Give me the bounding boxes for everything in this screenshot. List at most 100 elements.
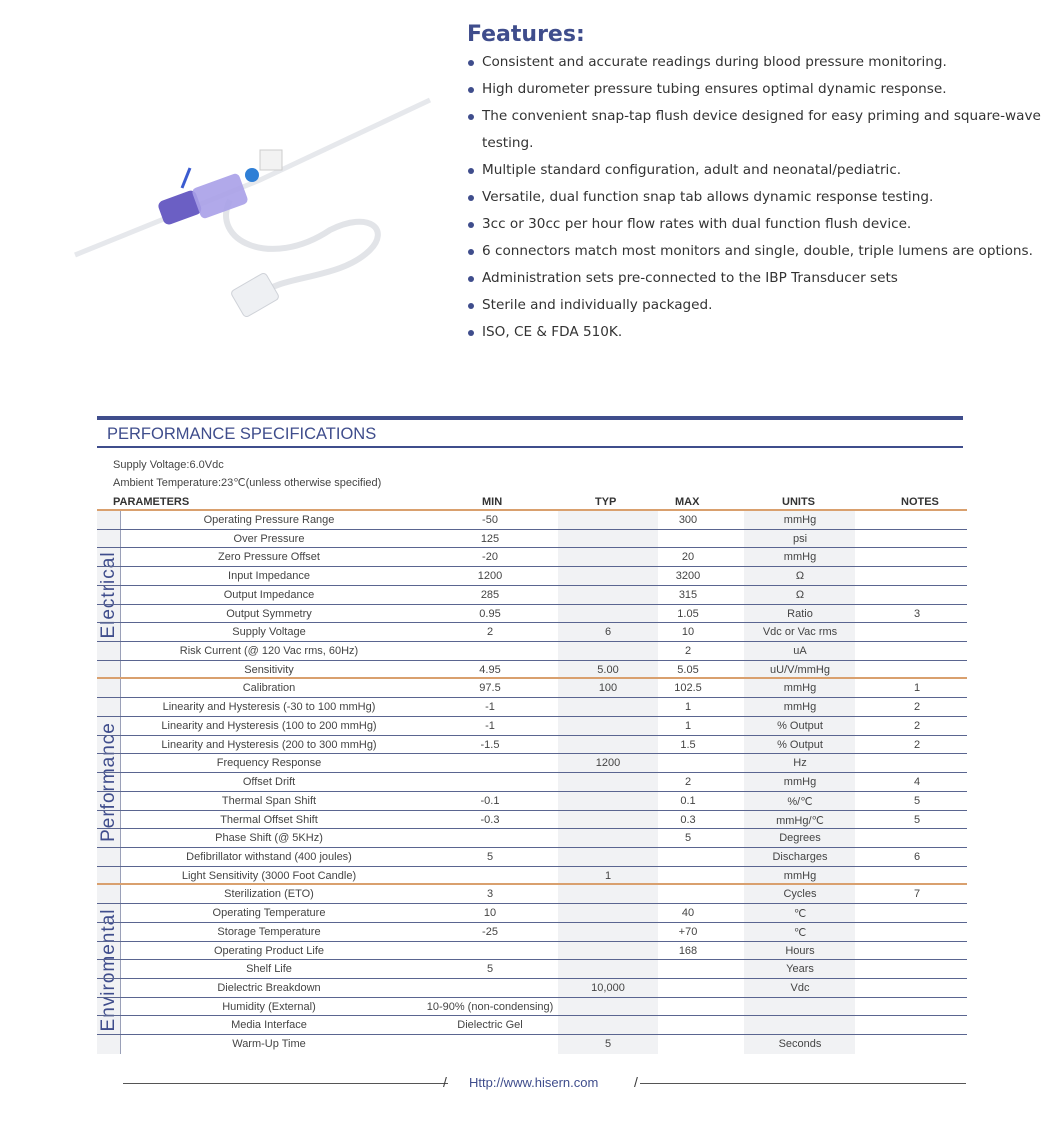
cell-units: Discharges	[772, 850, 828, 863]
cell-parameter: Input Impedance	[228, 570, 310, 583]
cell-max: 1	[684, 719, 692, 732]
cell-units: mmHg	[783, 682, 817, 695]
ibp-transducer-image	[74, 97, 432, 318]
cell-typ: 100	[598, 682, 618, 695]
table-row: Frequency Response 1200 Hz	[97, 754, 967, 774]
table-row: Linearity and Hysteresis (-30 to 100 mmH…	[97, 698, 967, 717]
cell-max: 5	[684, 832, 692, 845]
cell-min: 3	[486, 888, 494, 901]
table-row: Light Sensitivity (3000 Foot Candle) 1 mmH…	[97, 867, 967, 886]
cell-notes: 7	[913, 888, 921, 901]
cell-max: 3200	[675, 570, 701, 583]
table-row: Linearity and Hysteresis (100 to 200 mmH…	[97, 717, 967, 736]
cell-min: 4.95	[479, 663, 501, 676]
feature-item: Sterile and individually packaged.	[467, 292, 1047, 319]
feature-item: Multiple standard configuration, adult a…	[467, 157, 1047, 184]
cell-min: -1	[485, 719, 495, 732]
cell-max: +70	[678, 925, 698, 938]
category-enviromental: Enviromental	[97, 885, 121, 1054]
typ-column-shade	[558, 511, 658, 1054]
cell-max: 2	[684, 776, 692, 789]
cell-min: -1.5	[480, 738, 500, 751]
spec-title: PERFORMANCE SPECIFICATIONS	[107, 425, 377, 443]
cell-min: 285	[480, 588, 500, 601]
cell-notes: 5	[913, 794, 921, 807]
cell-parameter: Light Sensitivity (3000 Foot Candle)	[181, 869, 357, 882]
header-typ: TYP	[595, 496, 617, 508]
cell-units: Ω	[795, 588, 805, 601]
cell-min: -0.1	[480, 794, 500, 807]
cell-units: mmHg	[783, 701, 817, 714]
cell-parameter: Operating Temperature	[212, 907, 326, 920]
cell-max: 0.3	[680, 813, 696, 826]
cell-parameter: Offset Drift	[242, 776, 296, 789]
cell-min: 5	[486, 850, 494, 863]
cell-units: ℃	[793, 926, 807, 939]
cell-units: mmHg	[783, 869, 817, 882]
cell-notes: 3	[913, 607, 921, 620]
cell-parameter: Thermal Offset Shift	[220, 813, 318, 826]
website-link[interactable]: Http://www.hisern.com	[469, 1075, 599, 1090]
cell-parameter: Defibrillator withstand (400 joules)	[186, 850, 352, 863]
cell-min: 10-90% (non-condensing)	[426, 1000, 554, 1013]
cell-notes: 6	[913, 850, 921, 863]
cell-min: Dielectric Gel	[457, 1019, 523, 1032]
cell-parameter: Zero Pressure Offset	[218, 551, 320, 564]
cell-max: 5.05	[677, 663, 699, 676]
feature-item: High durometer pressure tubing ensures o…	[467, 76, 1047, 103]
features-title: Features:	[467, 22, 585, 47]
cell-notes: 5	[913, 813, 921, 826]
header-max: MAX	[675, 496, 700, 508]
cell-units: %/℃	[787, 795, 813, 808]
slash-divider: /	[443, 1074, 447, 1090]
cell-parameter: Supply Voltage	[232, 626, 306, 639]
cell-units: mmHg	[783, 776, 817, 789]
table-row: Operating Temperature 10 40 ℃	[97, 904, 967, 923]
cell-parameter: Linearity and Hysteresis (100 to 200 mmH…	[161, 719, 377, 732]
cell-units: Ω	[795, 570, 805, 583]
ambient-temperature-note: Ambient Temperature:23℃(unless otherwise…	[113, 477, 382, 489]
footer-line-left	[123, 1083, 448, 1084]
table-row: Over Pressure 125 psi	[97, 530, 967, 549]
cell-max: 300	[678, 514, 698, 526]
table-row: Operating Pressure Range -50 300 mmHg	[97, 511, 967, 530]
feature-item: 3cc or 30cc per hour flow rates with dua…	[467, 211, 1047, 238]
cell-parameter: Operating Pressure Range	[203, 514, 335, 526]
table-row: Humidity (External) 10-90% (non-condensin…	[97, 998, 967, 1017]
cell-typ: 5	[604, 1038, 612, 1051]
cell-max: 0.1	[680, 794, 696, 807]
cell-parameter: Output Symmetry	[226, 607, 312, 620]
feature-item: The convenient snap-tap flush device des…	[467, 103, 1047, 157]
cell-min: -50	[482, 514, 498, 526]
cell-max: 20	[681, 551, 695, 564]
cell-typ: 6	[604, 626, 612, 639]
cell-units: Degrees	[779, 832, 821, 845]
cell-parameter: Storage Temperature	[217, 925, 321, 938]
cell-parameter: Shelf Life	[246, 963, 292, 976]
table-row: Output Impedance 285 315 Ω	[97, 586, 967, 605]
category-performance: Performance	[97, 679, 121, 886]
cell-parameter: Media Interface	[231, 1019, 307, 1032]
title-underline	[97, 446, 963, 448]
table-row: Phase Shift (@ 5KHz) 5 Degrees	[97, 829, 967, 848]
table-row: Warm-Up Time 5 Seconds	[97, 1035, 967, 1054]
table-row: Sterilization (ETO) 3 Cycles 7	[97, 885, 967, 905]
cell-min: 1200	[477, 570, 503, 583]
cell-max: 2	[684, 645, 692, 658]
cell-parameter: Dielectric Breakdown	[217, 981, 321, 994]
cell-min: 5	[486, 963, 494, 976]
table-row: Thermal Offset Shift -0.3 0.3 mmHg/℃ 5	[97, 811, 967, 830]
cell-units: Cycles	[783, 888, 817, 901]
cell-min: -20	[482, 551, 498, 564]
table-row: Supply Voltage 2 6 10 Vdc or Vac rms	[97, 623, 967, 643]
cell-min: 0.95	[479, 607, 501, 620]
cell-parameter: Warm-Up Time	[232, 1038, 306, 1051]
table-row: Offset Drift 2 mmHg 4	[97, 773, 967, 792]
cell-min: -1	[485, 701, 495, 714]
header-min: MIN	[482, 496, 503, 508]
cell-units: mmHg/℃	[776, 814, 824, 827]
cell-parameter: Over Pressure	[233, 532, 305, 545]
cell-parameter: Output Impedance	[223, 588, 315, 601]
table-row: Calibration 97.5 100 102.5 mmHg 1	[97, 679, 967, 699]
cell-typ: 1	[604, 869, 612, 882]
